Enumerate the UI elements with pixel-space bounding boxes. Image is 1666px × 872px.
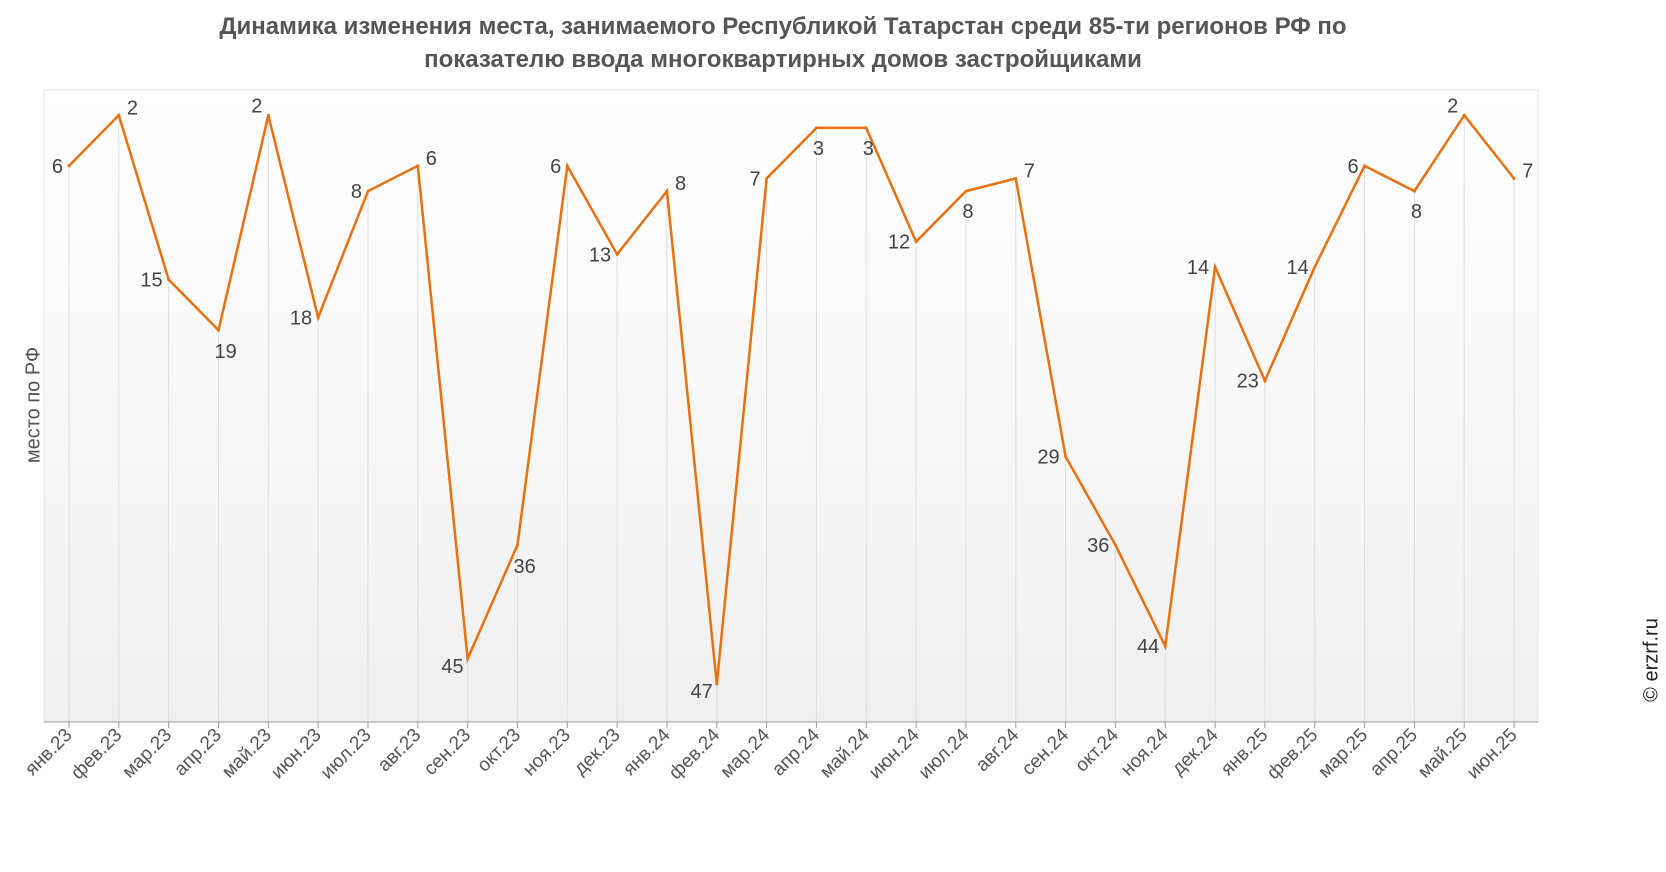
data-point: [765, 176, 769, 180]
x-tick-label: окт.23: [473, 725, 525, 777]
data-point: [466, 657, 470, 661]
x-tick-label: мар.24: [716, 724, 774, 782]
data-label: 14: [1187, 257, 1209, 279]
data-point: [216, 328, 220, 332]
x-tick-label: сен.24: [1018, 724, 1073, 779]
x-tick-label: мар.25: [1314, 725, 1372, 783]
data-point: [864, 126, 868, 130]
data-label: 44: [1137, 636, 1159, 658]
data-point: [117, 113, 121, 117]
data-label: 12: [888, 232, 910, 254]
data-label: 2: [251, 95, 262, 117]
data-label: 3: [813, 138, 824, 160]
data-point: [67, 164, 71, 168]
chart-title: Динамика изменения места, занимаемого Ре…: [0, 10, 1566, 76]
data-label: 7: [749, 168, 760, 190]
data-label: 45: [441, 656, 463, 678]
data-label: 15: [140, 270, 162, 292]
x-tick-label: янв.25: [1217, 725, 1272, 780]
data-point: [1412, 189, 1416, 193]
x-tick-label: июн.23: [267, 725, 326, 784]
series-line: [68, 112, 1516, 685]
data-point: [316, 316, 320, 320]
data-point: [366, 189, 370, 193]
data-point: [715, 682, 719, 686]
data-point: [964, 189, 968, 193]
x-tick-label: ноя.24: [1117, 724, 1173, 780]
data-label: 8: [962, 201, 973, 223]
x-tick-label: апр.25: [1366, 725, 1422, 781]
x-tick-label: июн.25: [1463, 725, 1522, 784]
data-point: [1113, 543, 1117, 547]
x-tick-label: дек.23: [570, 725, 625, 780]
x-tick-label: апр.24: [768, 724, 824, 780]
data-label: 23: [1237, 371, 1259, 393]
data-label: 2: [127, 97, 138, 119]
data-point: [1064, 455, 1068, 459]
data-label: 6: [52, 156, 63, 178]
data-label: 36: [1087, 535, 1109, 557]
data-label: 8: [351, 181, 362, 203]
data-point: [1263, 379, 1267, 383]
data-label: 7: [1522, 160, 1533, 182]
data-label: 47: [691, 681, 713, 703]
data-point: [1363, 164, 1367, 168]
data-label: 6: [426, 148, 437, 170]
data-label: 6: [550, 156, 561, 178]
data-point: [665, 189, 669, 193]
data-point: [1512, 176, 1516, 180]
data-label: 36: [513, 556, 535, 578]
data-point: [914, 240, 918, 244]
data-label: 14: [1287, 257, 1309, 279]
data-point: [615, 252, 619, 256]
x-tick-label: май.25: [1414, 725, 1472, 783]
data-point: [416, 164, 420, 168]
chart-title-line-2: показателю ввода многоквартирных домов з…: [424, 46, 1142, 73]
data-point: [1462, 113, 1466, 117]
data-label: 19: [214, 341, 236, 363]
x-tick-label: сен.23: [420, 725, 475, 780]
x-tick-label: окт.24: [1071, 724, 1123, 776]
x-tick-label: июл.23: [317, 725, 376, 784]
x-tick-label: фев.23: [67, 725, 126, 784]
data-label: 13: [589, 244, 611, 266]
data-label: 2: [1447, 95, 1458, 117]
data-point: [1213, 265, 1217, 269]
x-tick-label: мар.23: [118, 725, 176, 783]
data-point: [814, 126, 818, 130]
x-tick-label: апр.23: [170, 725, 226, 781]
x-tick-label: фев.25: [1263, 725, 1322, 784]
x-tick-label: ноя.23: [519, 725, 575, 781]
x-tick-label: дек.24: [1168, 724, 1223, 779]
x-tick-label: авг.24: [972, 724, 1024, 776]
chart-title-line-1: Динамика изменения места, занимаемого Ре…: [219, 13, 1347, 40]
data-label: 29: [1037, 447, 1059, 469]
data-point: [565, 164, 569, 168]
data-label: 7: [1024, 160, 1035, 182]
data-point: [515, 543, 519, 547]
x-tick-label: май.23: [218, 725, 276, 783]
data-label: 3: [863, 138, 874, 160]
x-tick-label: июн.24: [865, 724, 924, 783]
data-point: [1014, 176, 1018, 180]
x-tick-label: май.24: [816, 724, 874, 782]
plot-background: [43, 89, 1539, 723]
data-label: 8: [1411, 201, 1422, 223]
data-label: 18: [290, 308, 312, 330]
data-label: 8: [675, 173, 686, 195]
x-tick-label: фев.24: [665, 724, 724, 783]
x-tick-label: авг.23: [374, 725, 425, 776]
data-label: 6: [1347, 156, 1358, 178]
data-point: [1313, 265, 1317, 269]
data-point: [1163, 644, 1167, 648]
x-tick-label: июл.24: [915, 724, 974, 783]
data-point: [167, 278, 171, 282]
x-tick-label: янв.23: [21, 725, 76, 780]
data-point: [266, 113, 270, 117]
